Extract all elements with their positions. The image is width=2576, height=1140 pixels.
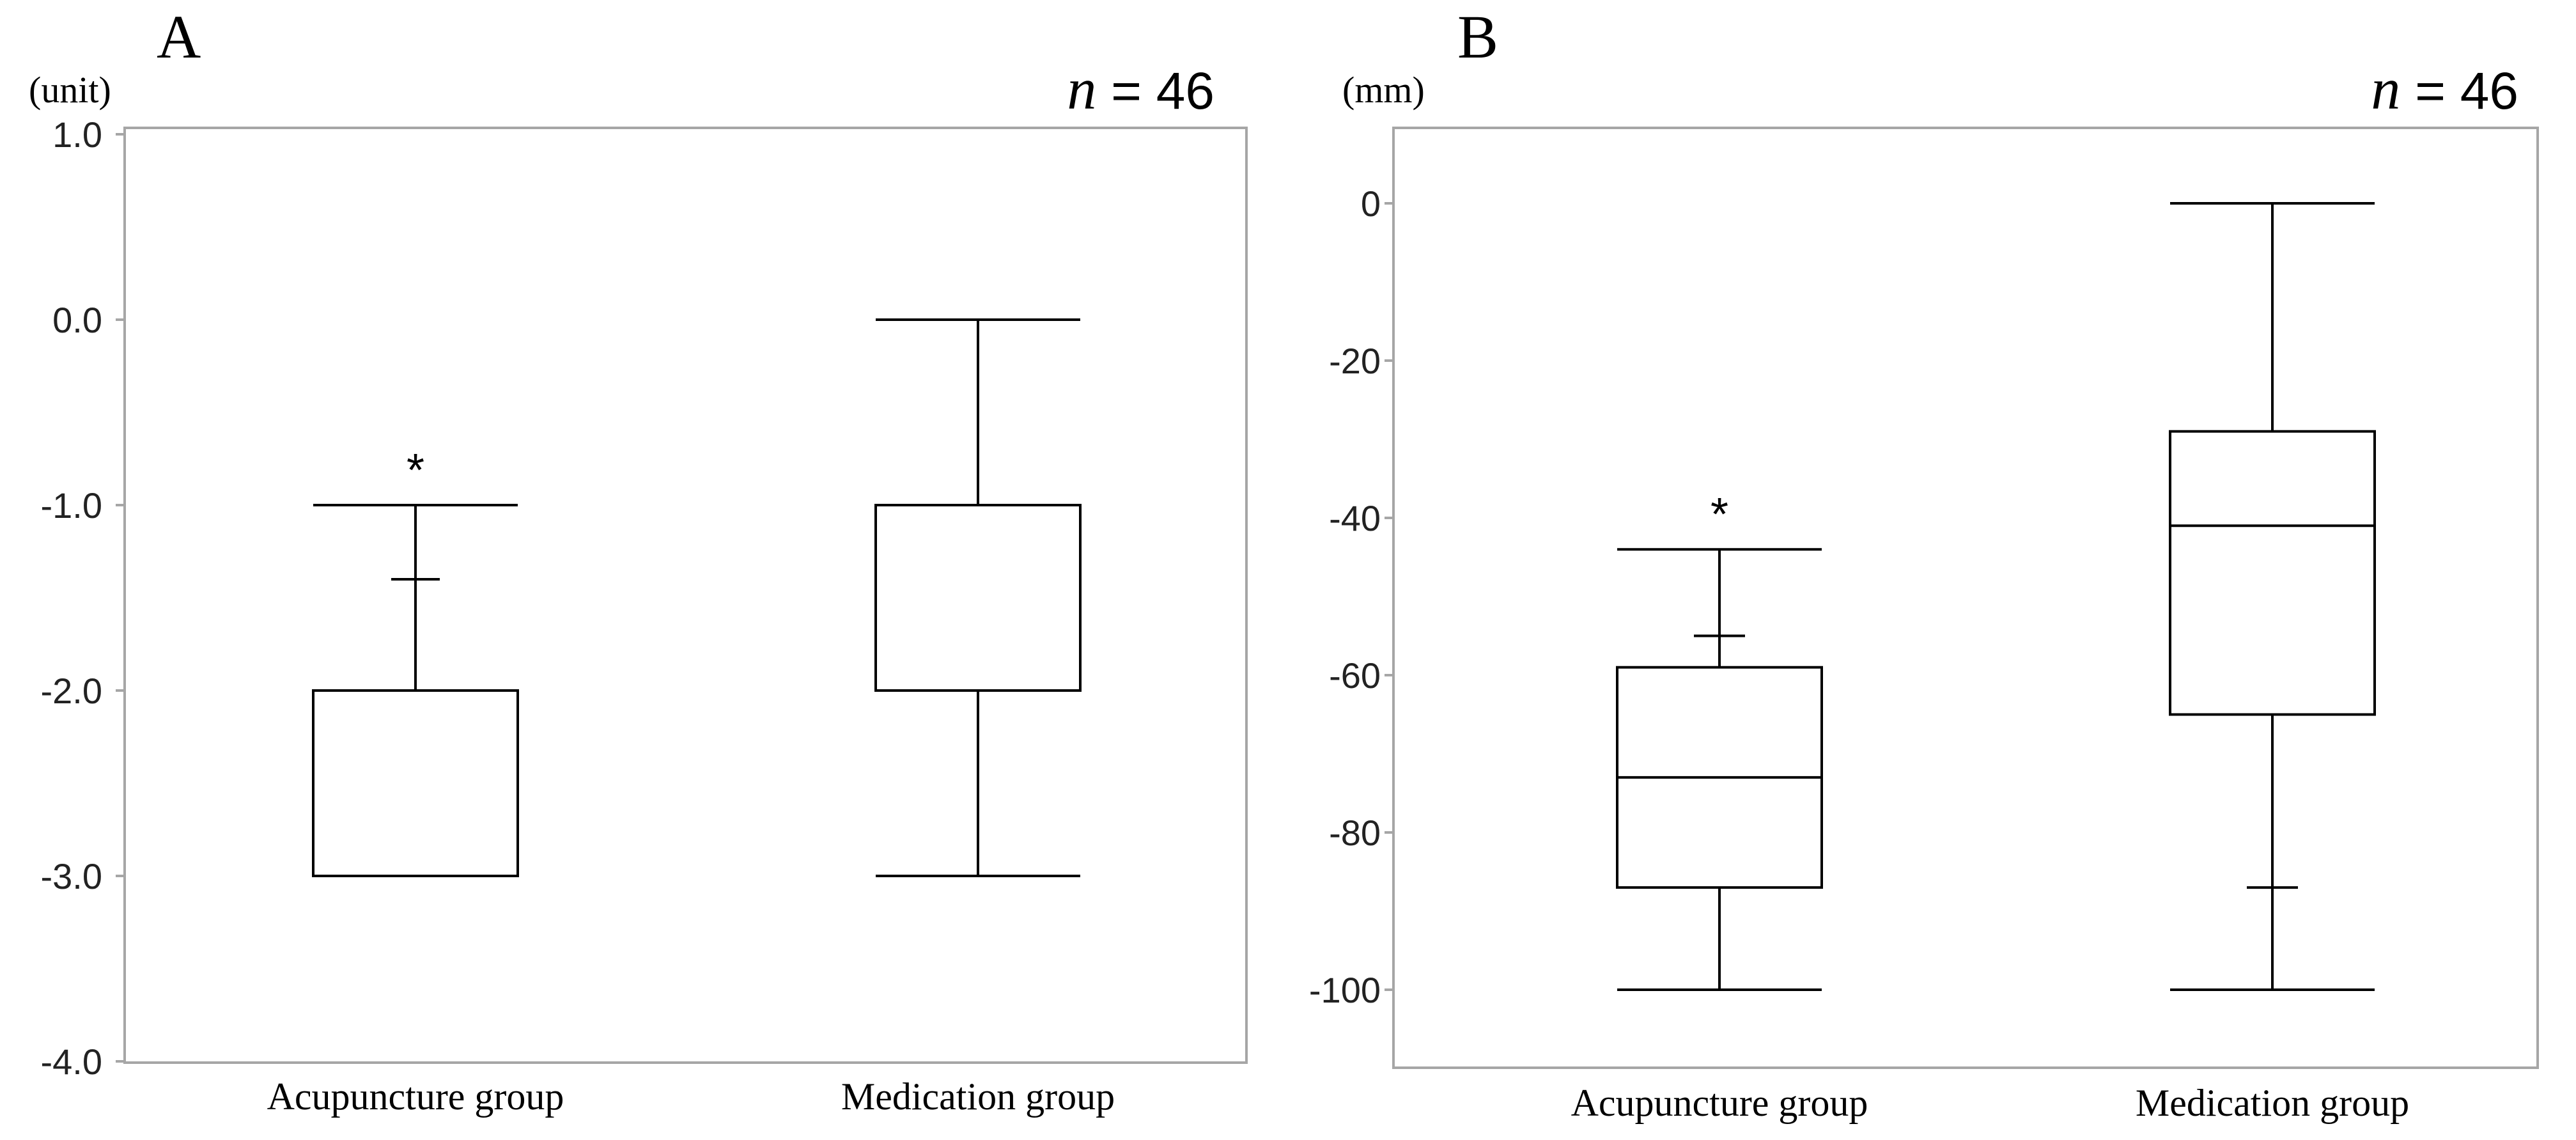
y-axis-label: (mm) — [1342, 69, 1425, 111]
y-tick-label: -80 — [1329, 813, 1381, 853]
x-category-label: Medication group — [2136, 1082, 2409, 1124]
box-acupuncture: * — [1616, 489, 1823, 991]
y-tick-label: 0 — [1361, 183, 1381, 224]
panel-letter: A — [157, 3, 201, 71]
plot-frame — [1392, 127, 2539, 1069]
plot-frame — [123, 127, 1248, 1064]
y-tick-label: -3.0 — [41, 856, 103, 896]
significance-asterisk: * — [407, 445, 424, 496]
panel-b: B (mm) n = 46 0 -20 -40 -60 -80 -100 * Acupuncture… — [1309, 3, 2539, 1124]
y-tick-label: -100 — [1309, 970, 1381, 1010]
box-medication — [2169, 202, 2376, 991]
x-category-label: Acupuncture group — [1571, 1082, 1868, 1124]
y-axis-label: (unit) — [29, 69, 111, 111]
sample-size-label: n = 46 — [1067, 56, 1214, 121]
y-tick-label: 1.0 — [52, 114, 102, 155]
x-category-label: Medication group — [841, 1075, 1115, 1118]
y-tick-label: -60 — [1329, 655, 1381, 696]
y-tick-label: -40 — [1329, 498, 1381, 538]
y-tick-label: -4.0 — [41, 1042, 103, 1082]
significance-asterisk: * — [1711, 489, 1728, 540]
y-tick-label: 0.0 — [52, 300, 102, 340]
box-medication — [874, 318, 1082, 877]
panel-letter: B — [1457, 3, 1498, 71]
y-tick-label: -2.0 — [41, 671, 103, 711]
y-tick-label: -20 — [1329, 341, 1381, 381]
y-tick-label: -1.0 — [41, 485, 103, 526]
sample-size-label: n = 46 — [2371, 56, 2518, 121]
sample-size-value: = 46 — [1096, 62, 1214, 120]
panel-a: A (unit) n = 46 1.0 0.0 -1.0 -2.0 -3.0 -4.0 * Acup… — [29, 3, 1248, 1118]
x-category-label: Acupuncture group — [267, 1075, 564, 1118]
box-acupuncture: * — [312, 445, 519, 877]
sample-size-value: = 46 — [2400, 62, 2518, 120]
sample-size-symbol: n — [1067, 56, 1096, 121]
sample-size-symbol: n — [2371, 56, 2400, 121]
box-iqr — [2169, 430, 2376, 716]
